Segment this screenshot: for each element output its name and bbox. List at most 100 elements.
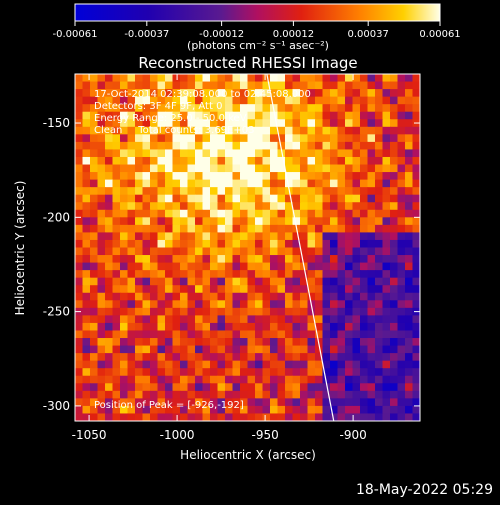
heatmap-cell <box>285 194 294 203</box>
heatmap-cell <box>120 413 129 421</box>
heatmap-cell <box>262 383 271 392</box>
heatmap-cell <box>202 232 211 241</box>
heatmap-cell <box>105 292 114 301</box>
heatmap-cell <box>330 307 339 316</box>
heatmap-cell <box>277 398 286 407</box>
heatmap-cell <box>345 89 354 98</box>
heatmap-cell <box>217 375 226 384</box>
heatmap-cell <box>172 413 181 421</box>
heatmap-image <box>75 74 420 421</box>
heatmap-cell <box>382 194 391 203</box>
heatmap-cell <box>225 345 234 354</box>
heatmap-cell <box>285 232 294 241</box>
heatmap-cell <box>120 156 129 166</box>
heatmap-cell <box>105 209 114 218</box>
heatmap-cell <box>382 292 391 301</box>
heatmap-cell <box>135 111 144 120</box>
heatmap-cell <box>262 255 271 264</box>
chart-title: Reconstructed RHESSI Image <box>138 54 357 72</box>
heatmap-cell <box>112 247 121 256</box>
heatmap-cell <box>202 368 211 377</box>
heatmap-cell <box>165 187 174 196</box>
heatmap-cell <box>217 330 226 339</box>
heatmap-cell <box>247 179 256 188</box>
heatmap-cell <box>210 202 219 211</box>
heatmap-cell <box>165 277 174 286</box>
heatmap-cell <box>292 322 301 332</box>
heatmap-cell <box>165 104 174 113</box>
heatmap-cell <box>97 330 106 339</box>
heatmap-cell <box>397 202 406 211</box>
heatmap-cell <box>345 209 354 218</box>
heatmap-cell <box>307 74 316 83</box>
heatmap-cell <box>382 338 391 347</box>
heatmap-cell <box>225 315 234 324</box>
heatmap-cell <box>345 164 354 173</box>
heatmap-cell <box>172 360 181 369</box>
heatmap-cell <box>352 217 361 226</box>
heatmap-cell <box>330 232 339 241</box>
heatmap-cell <box>337 285 346 294</box>
heatmap-cell <box>300 141 309 151</box>
heatmap-cell <box>412 209 420 218</box>
heatmap-cell <box>390 360 399 369</box>
heatmap-cell <box>270 141 279 151</box>
heatmap-cell <box>150 338 159 347</box>
heatmap-cell <box>180 202 189 211</box>
heatmap-cell <box>82 368 91 377</box>
heatmap-cell <box>165 368 174 377</box>
heatmap-cell <box>255 307 264 316</box>
heatmap-cell <box>390 156 399 166</box>
heatmap-cell <box>382 96 391 105</box>
heatmap-cell <box>150 262 159 271</box>
heatmap-cell <box>382 270 391 279</box>
heatmap-cell <box>97 292 106 301</box>
heatmap-cell <box>307 383 316 392</box>
heatmap-cell <box>195 390 204 399</box>
heatmap-cell <box>90 209 99 218</box>
heatmap-cell <box>390 315 399 324</box>
heatmap-cell <box>337 315 346 324</box>
heatmap-cell <box>277 141 286 151</box>
heatmap-cell <box>217 149 226 158</box>
heatmap-cell <box>142 360 151 369</box>
heatmap-cell <box>292 202 301 211</box>
heatmap-cell <box>390 126 399 135</box>
heatmap-cell <box>307 277 316 286</box>
heatmap-cell <box>217 156 226 166</box>
heatmap-cell <box>360 209 369 218</box>
heatmap-cell <box>360 111 369 120</box>
heatmap-cell <box>255 209 264 218</box>
heatmap-cell <box>187 330 196 339</box>
heatmap-cell <box>262 330 271 339</box>
heatmap-cell <box>97 338 106 347</box>
heatmap-cell <box>165 383 174 392</box>
heatmap-cell <box>405 255 414 264</box>
heatmap-cell <box>135 262 144 271</box>
heatmap-cell <box>97 270 106 279</box>
heatmap-cell <box>165 164 174 173</box>
heatmap-cell <box>142 202 151 211</box>
heatmap-cell <box>172 232 181 241</box>
heatmap-cell <box>120 149 129 158</box>
heatmap-cell <box>165 247 174 256</box>
heatmap-cell <box>105 338 114 347</box>
heatmap-cell <box>397 224 406 234</box>
heatmap-cell <box>187 194 196 203</box>
heatmap-cell <box>412 277 420 286</box>
heatmap-cell <box>225 104 234 113</box>
heatmap-cell <box>187 232 196 241</box>
heatmap-cell <box>150 270 159 279</box>
heatmap-cell <box>277 156 286 166</box>
heatmap-cell <box>75 345 84 354</box>
heatmap-cell <box>367 390 376 399</box>
heatmap-cell <box>180 375 189 384</box>
heatmap-cell <box>300 239 309 249</box>
heatmap-cell <box>262 239 271 249</box>
heatmap-cell <box>397 126 406 135</box>
heatmap-cell <box>382 390 391 399</box>
heatmap-cell <box>202 209 211 218</box>
heatmap-cell <box>322 315 331 324</box>
heatmap-cell <box>195 104 204 113</box>
heatmap-cell <box>135 353 144 362</box>
